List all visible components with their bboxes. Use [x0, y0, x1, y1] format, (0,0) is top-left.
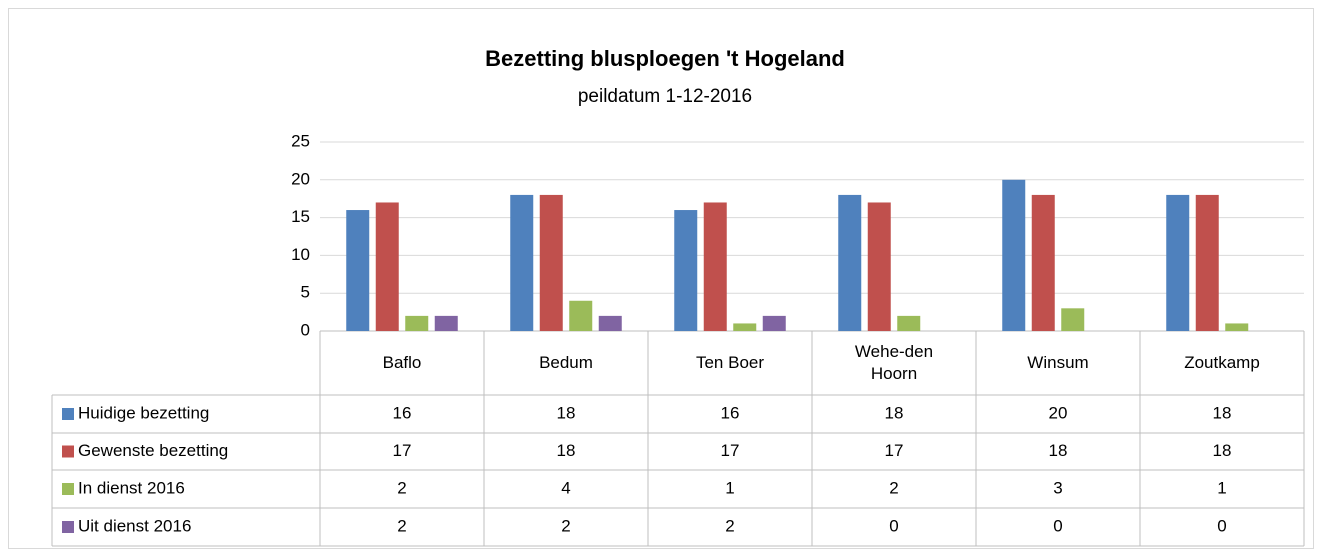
x-tick-text: Zoutkamp	[1184, 353, 1260, 372]
x-tick-label: Winsum	[976, 331, 1140, 395]
bar	[703, 202, 727, 331]
table-value: 2	[561, 516, 570, 535]
table-value: 2	[397, 516, 406, 535]
y-tick-label: 10	[291, 245, 310, 264]
bar	[838, 194, 862, 331]
x-tick-text: Wehe-den Hoorn	[854, 342, 934, 383]
table-value: 20	[1049, 403, 1068, 422]
bar	[733, 323, 757, 331]
table-value: 18	[1213, 441, 1232, 460]
y-tick-label: 20	[291, 169, 310, 188]
legend-label: Huidige bezetting	[78, 403, 209, 422]
legend-label: In dienst 2016	[78, 478, 185, 497]
bar	[867, 202, 891, 331]
chart-border	[8, 8, 1314, 549]
x-tick-label: Baflo	[320, 331, 484, 395]
bar	[598, 315, 622, 331]
table-value: 17	[721, 441, 740, 460]
table-value: 2	[397, 478, 406, 497]
chart-title: Bezetting blusploegen 't Hogeland	[485, 46, 845, 71]
bar	[1195, 194, 1219, 331]
y-tick-label: 25	[291, 131, 310, 150]
bar	[897, 315, 921, 331]
legend-label: Uit dienst 2016	[78, 516, 191, 535]
table-value: 17	[885, 441, 904, 460]
bar	[569, 300, 593, 331]
y-tick-label: 0	[301, 320, 310, 339]
table-value: 1	[725, 478, 734, 497]
bar	[1225, 323, 1249, 331]
table-value: 0	[889, 516, 898, 535]
table-value: 18	[1049, 441, 1068, 460]
table-value: 17	[393, 441, 412, 460]
bar	[1166, 194, 1190, 331]
legend-label: Gewenste bezetting	[78, 441, 228, 460]
table-value: 4	[561, 478, 570, 497]
x-tick-label: Ten Boer	[648, 331, 812, 395]
chart-subtitle: peildatum 1-12-2016	[578, 86, 752, 107]
bar	[1061, 308, 1085, 331]
table-value: 18	[885, 403, 904, 422]
table-value: 1	[1217, 478, 1226, 497]
table-value: 16	[721, 403, 740, 422]
legend-swatch	[62, 445, 74, 458]
x-tick-text: Baflo	[382, 353, 422, 372]
table-value: 0	[1053, 516, 1062, 535]
y-tick-label: 15	[291, 207, 310, 226]
x-tick-label: Wehe-den Hoorn	[812, 331, 976, 395]
table-value: 18	[557, 441, 576, 460]
table-value: 18	[557, 403, 576, 422]
table-value: 3	[1053, 478, 1062, 497]
bar	[375, 202, 399, 331]
table-value: 0	[1217, 516, 1226, 535]
x-tick-label: Zoutkamp	[1140, 331, 1304, 395]
bar	[762, 315, 786, 331]
table-value: 2	[725, 516, 734, 535]
x-tick-text: Ten Boer	[695, 353, 765, 372]
bar	[539, 194, 563, 331]
bar	[674, 210, 698, 331]
table-value: 2	[889, 478, 898, 497]
bar	[405, 315, 429, 331]
bar	[1031, 194, 1055, 331]
table-value: 18	[1213, 403, 1232, 422]
table-value: 16	[393, 403, 412, 422]
bar	[434, 315, 458, 331]
x-tick-text: Winsum	[1027, 353, 1089, 372]
legend-swatch	[62, 408, 74, 420]
bar	[346, 210, 370, 331]
bar	[1002, 179, 1026, 331]
legend-swatch	[62, 521, 74, 533]
x-tick-label: Bedum	[484, 331, 648, 395]
y-tick-label: 5	[301, 283, 310, 302]
legend-swatch	[62, 483, 74, 495]
x-tick-text: Bedum	[539, 353, 593, 372]
bar	[510, 194, 534, 331]
